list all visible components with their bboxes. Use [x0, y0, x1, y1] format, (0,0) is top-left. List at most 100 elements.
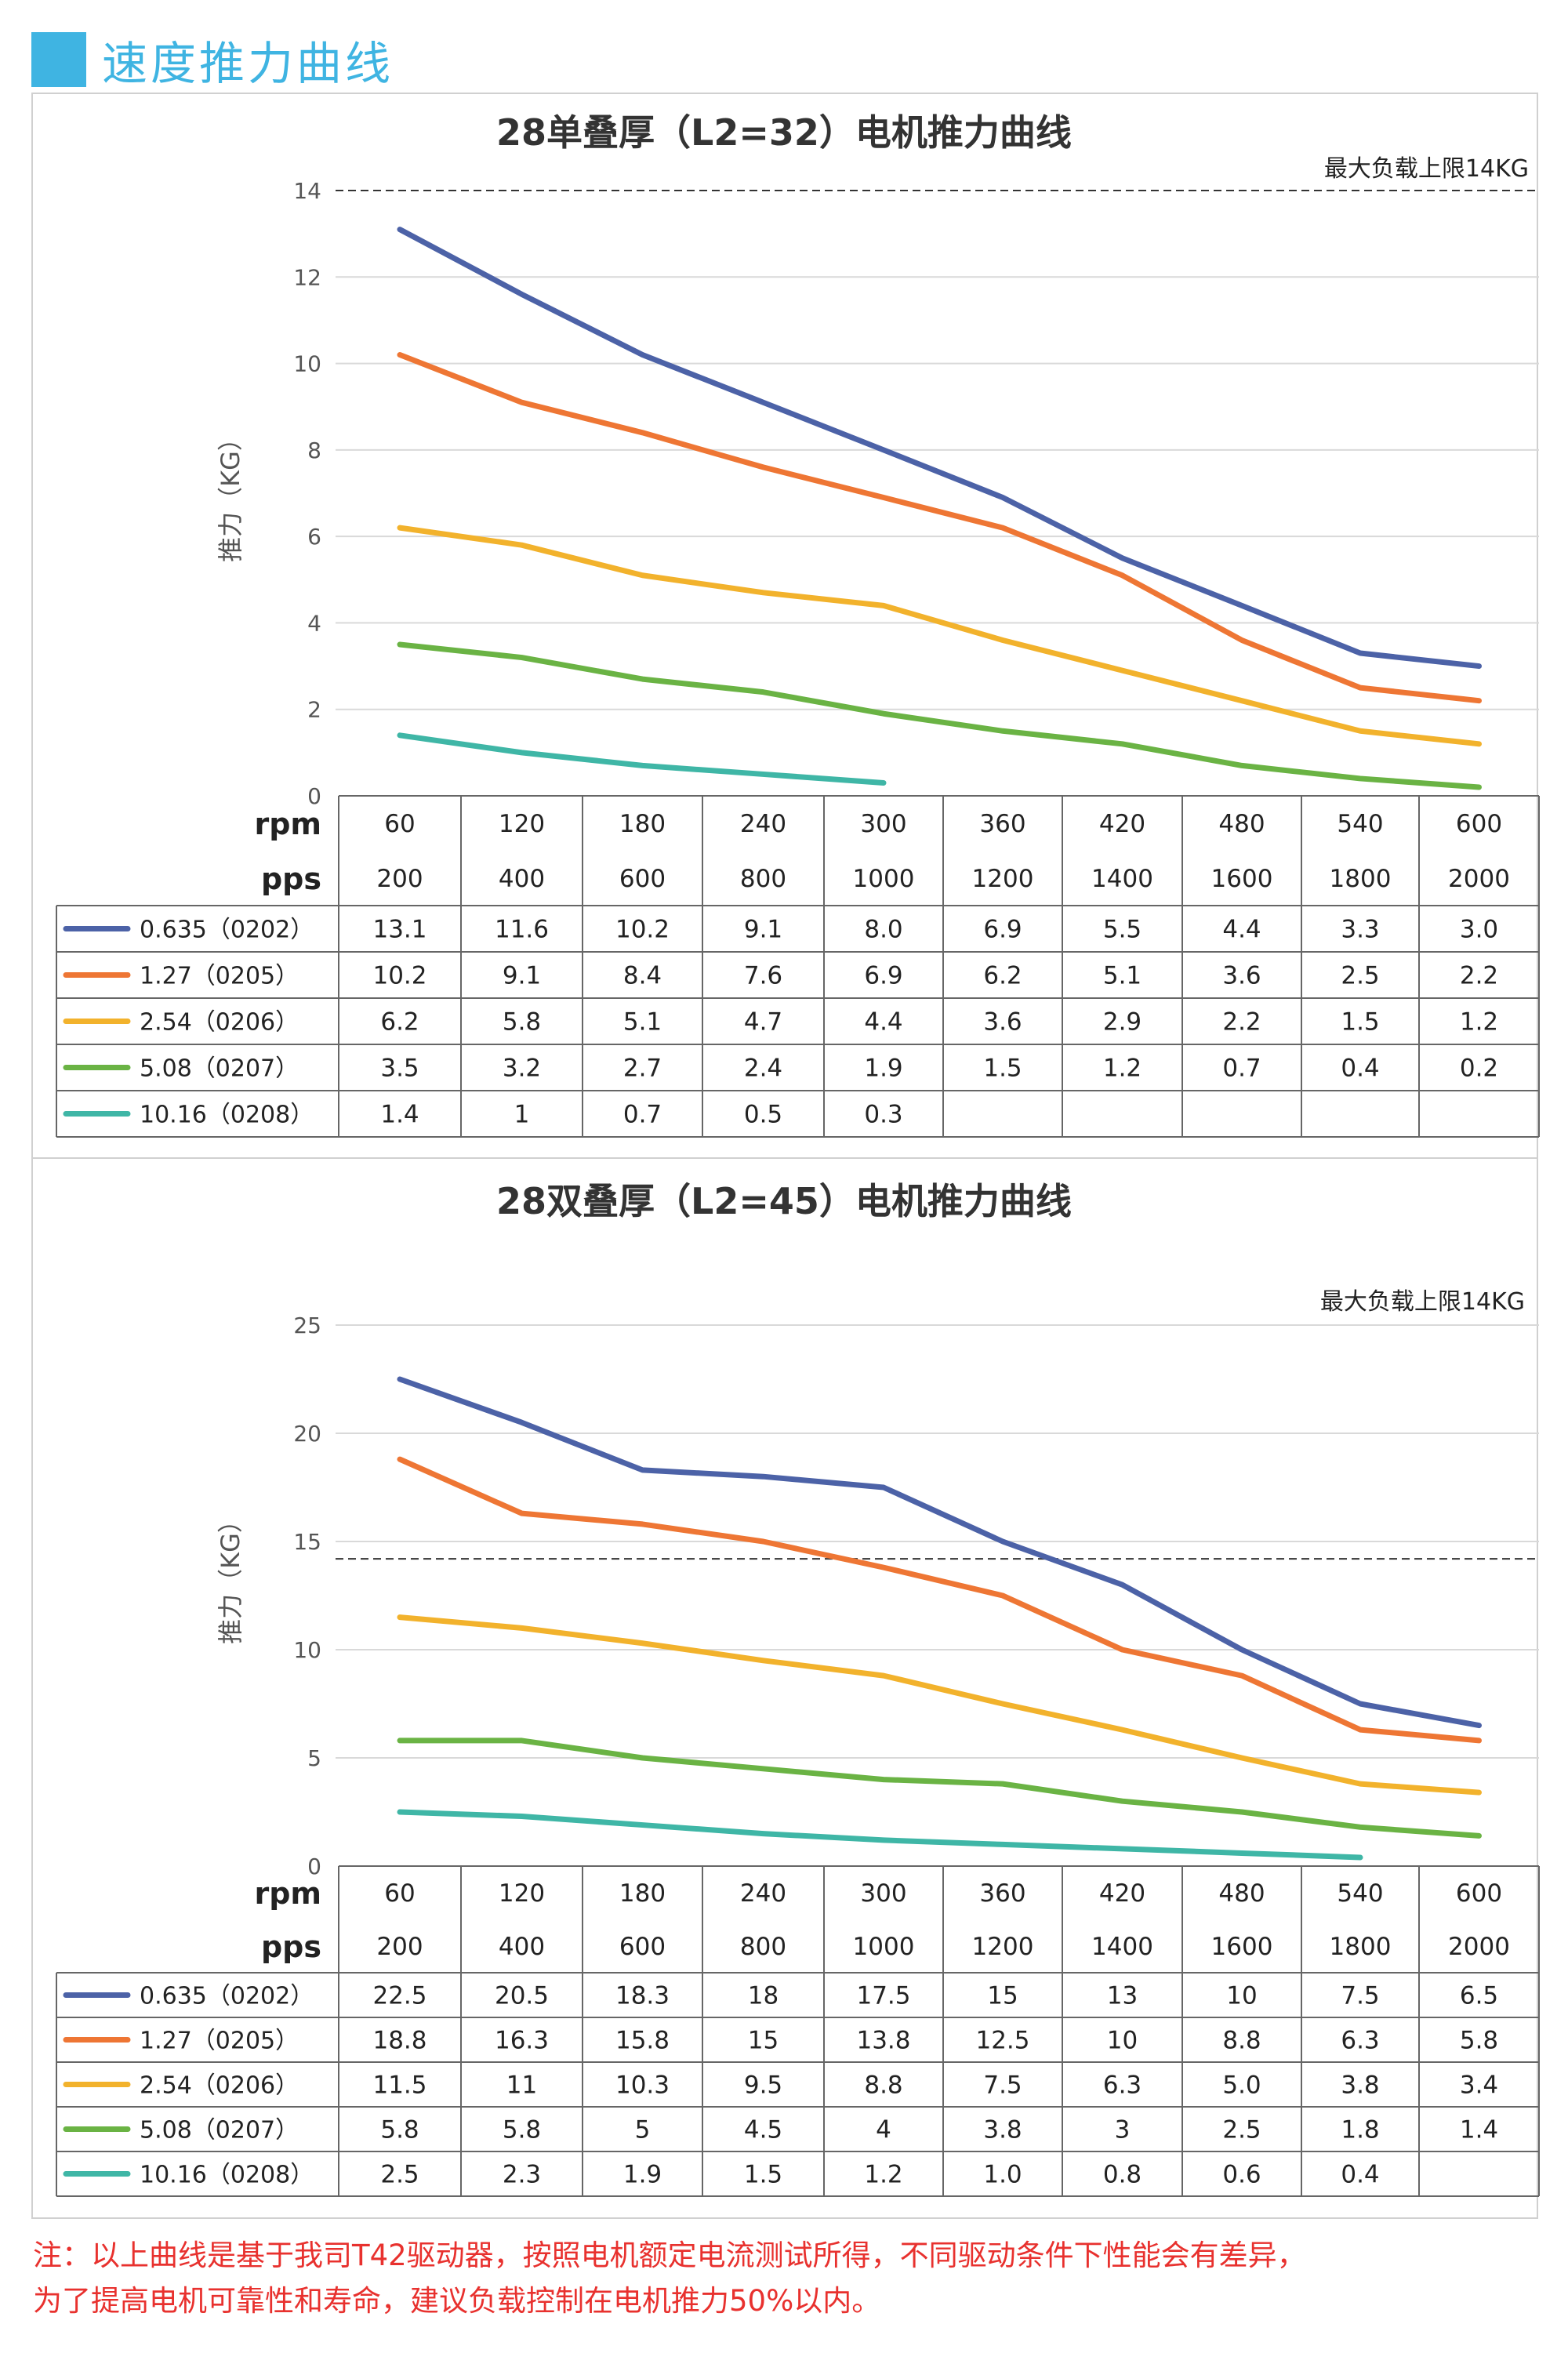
pps-value: 200	[376, 1933, 423, 1961]
data-label: 10	[1107, 2027, 1138, 2055]
data-label: 2.7	[623, 1055, 662, 1083]
pps-value: 200	[376, 865, 423, 893]
data-label: 18.3	[615, 1982, 670, 2010]
legend-label: 5.08（0207）	[140, 1055, 299, 1083]
x-tick-label: 360	[979, 810, 1025, 838]
data-label: 1.0	[983, 2161, 1022, 2189]
x-tick-label: 420	[1099, 1879, 1145, 1908]
legend-label: 0.635（0202）	[140, 917, 314, 944]
x-tick-label: 60	[384, 810, 415, 838]
data-label: 8.0	[864, 916, 902, 944]
data-label: 2.2	[1222, 1008, 1261, 1037]
data-label: 0.3	[864, 1101, 902, 1129]
series-line-3	[397, 525, 1482, 747]
pps-value: 1000	[853, 1933, 915, 1961]
x-tick-label: 360	[979, 1879, 1025, 1908]
y-tick-label: 15	[293, 1529, 321, 1555]
data-label: 11.6	[495, 916, 549, 944]
data-label: 2.5	[1341, 962, 1379, 990]
data-label: 6.5	[1460, 1982, 1498, 2010]
x-tick-label: 180	[619, 1879, 666, 1908]
y-tick-label: 20	[293, 1421, 321, 1447]
data-label: 4.7	[744, 1008, 782, 1037]
data-label: 15.8	[615, 2027, 670, 2055]
data-label: 3.0	[1460, 916, 1498, 944]
data-label: 1.4	[1460, 2116, 1498, 2144]
rpm-header-label: rpm	[254, 807, 321, 841]
pps-value: 1200	[972, 1933, 1034, 1961]
data-label: 5.5	[1103, 916, 1142, 944]
legend-label: 0.635（0202）	[140, 1983, 314, 2010]
legend-label: 2.54（0206）	[140, 2072, 299, 2100]
y-tick-label: 12	[293, 264, 321, 290]
data-label: 1.4	[380, 1101, 419, 1129]
data-label: 5.0	[1222, 2072, 1261, 2100]
data-label: 3.4	[1460, 2072, 1498, 2100]
y-tick-label: 4	[307, 610, 321, 636]
chart-title: 28双叠厚（L2=45）电机推力曲线	[496, 1180, 1072, 1222]
data-label: 22.5	[372, 1982, 426, 2010]
x-tick-label: 240	[740, 810, 786, 838]
data-label: 0.8	[1103, 2161, 1142, 2189]
data-label: 13	[1107, 1982, 1138, 2010]
data-label: 2.2	[1460, 962, 1498, 990]
data-label: 3.6	[983, 1008, 1022, 1037]
data-label: 0.2	[1460, 1055, 1498, 1083]
series-line-1	[397, 1376, 1482, 1729]
pps-value: 1600	[1211, 865, 1273, 893]
data-label: 1.2	[1103, 1055, 1142, 1083]
data-label: 0.6	[1222, 2161, 1261, 2189]
data-label: 4.5	[744, 2116, 782, 2144]
data-label: 3	[1115, 2116, 1131, 2144]
legend-label: 1.27（0205）	[140, 2028, 299, 2055]
data-label: 5.8	[380, 2116, 419, 2144]
thrust-chart-double-stack: 28双叠厚（L2=45）电机推力曲线 0 5 10 15 20 25 最大负载上限14KG 推力…	[56, 1180, 1540, 2197]
data-label: 11.5	[372, 2072, 426, 2100]
data-label: 1	[514, 1101, 530, 1129]
y-axis-label: 推力（KG）	[216, 1508, 245, 1644]
data-label: 1.5	[1341, 1008, 1379, 1037]
data-label: 0.5	[744, 1101, 782, 1129]
legend-label: 10.16（0208）	[140, 1102, 314, 1129]
x-tick-label: 240	[740, 1879, 786, 1908]
pps-value: 400	[499, 1933, 545, 1961]
x-tick-label: 480	[1218, 810, 1265, 838]
data-label: 0.7	[1222, 1055, 1261, 1083]
data-label: 5.1	[623, 1008, 662, 1037]
data-label: 11	[506, 2072, 537, 2100]
series-line-5	[397, 732, 887, 786]
data-label: 3.6	[1222, 962, 1261, 990]
data-label: 7.6	[744, 962, 782, 990]
rpm-header-label: rpm	[254, 1876, 321, 1911]
pps-value: 1400	[1091, 865, 1153, 893]
section-header: 速度推力曲线	[31, 30, 394, 90]
x-tick-label: 540	[1337, 810, 1383, 838]
legend-label: 10.16（0208）	[140, 2162, 314, 2189]
pps-value: 1800	[1330, 1933, 1392, 1961]
data-label: 8.4	[623, 962, 662, 990]
data-label: 5.8	[503, 2116, 541, 2144]
data-label: 3.2	[503, 1055, 541, 1083]
x-tick-label: 300	[860, 1879, 906, 1908]
pps-value: 600	[619, 1933, 666, 1961]
y-tick-label: 8	[307, 438, 321, 463]
data-label: 3.8	[983, 2116, 1022, 2144]
x-tick-label: 480	[1218, 1879, 1265, 1908]
pps-value: 1000	[853, 865, 915, 893]
data-label: 9.5	[744, 2072, 782, 2100]
chart-title: 28单叠厚（L2=32）电机推力曲线	[496, 111, 1072, 154]
data-label: 1.5	[983, 1055, 1022, 1083]
y-axis-label: 推力（KG）	[216, 426, 245, 562]
data-label: 20.5	[495, 1982, 549, 2010]
x-tick-label: 120	[499, 1879, 545, 1908]
x-tick-label: 540	[1337, 1879, 1383, 1908]
data-label: 0.4	[1341, 1055, 1379, 1083]
data-label: 17.5	[856, 1982, 910, 2010]
data-label: 6.9	[864, 962, 902, 990]
pps-value: 800	[740, 865, 786, 893]
y-tick-label: 10	[293, 351, 321, 377]
series-line-3	[397, 1614, 1482, 1796]
y-tick-label: 6	[307, 524, 321, 550]
data-label: 12.5	[975, 2027, 1029, 2055]
data-label: 13.8	[856, 2027, 910, 2055]
